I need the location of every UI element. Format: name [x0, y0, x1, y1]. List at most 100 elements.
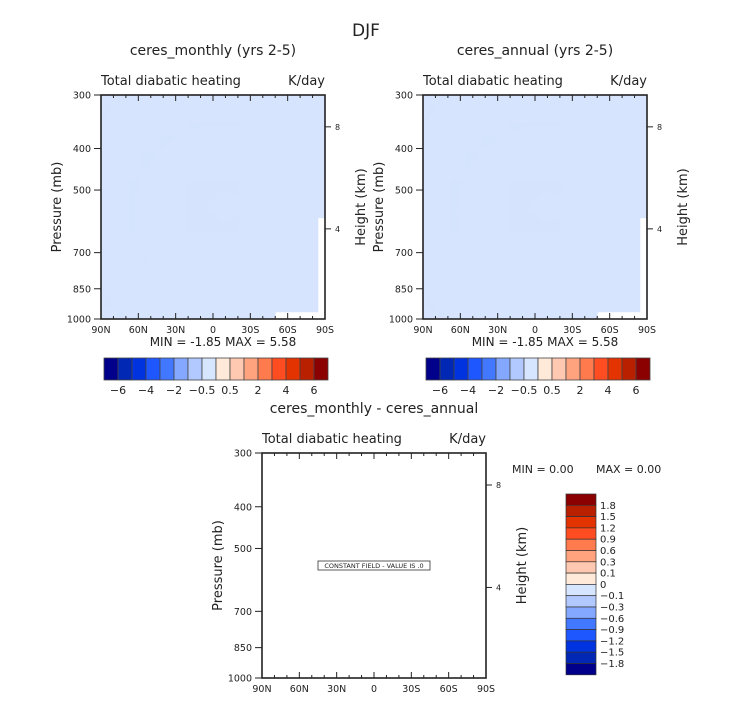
y-tick-label: 300	[234, 449, 252, 460]
colorbar-box	[215, 357, 231, 381]
y-right-axis-label: Height (km)	[515, 527, 530, 604]
colorbar-label: 0.5	[221, 384, 239, 397]
missing-data-region	[318, 218, 325, 319]
constant-field-label: CONSTANT FIELD - VALUE IS .0	[324, 562, 423, 570]
missing-data-region	[640, 218, 647, 319]
colorbar-label: −1.2	[600, 636, 624, 647]
contour-region	[177, 166, 187, 252]
figure-title: DJF	[352, 21, 380, 41]
colorbar-box	[565, 629, 597, 642]
contour-region	[213, 99, 229, 207]
colorbar-box	[257, 357, 273, 381]
panel-title: ceres_annual (yrs 2-5)	[457, 43, 613, 59]
contour-region	[568, 207, 585, 270]
y-tick-label: 400	[395, 144, 413, 155]
x-tick-label: 30N	[166, 325, 185, 336]
x-tick-label: 30N	[488, 325, 507, 336]
colorbar-box	[565, 595, 597, 608]
y-tick-label: 400	[234, 502, 252, 513]
y-right-tick-label: 4	[496, 583, 501, 592]
colorbar-box	[565, 493, 597, 506]
contour-field	[423, 95, 647, 319]
colorbar-label: −6	[432, 384, 448, 397]
missing-data-region	[275, 312, 321, 319]
colorbar-box	[117, 357, 133, 381]
colorbar-label: −2	[488, 384, 504, 397]
contour-region	[127, 95, 269, 319]
colorbar-label: 0.3	[600, 557, 616, 568]
colorbar-box	[187, 357, 203, 381]
y-axis-label: Pressure (mb)	[50, 162, 65, 253]
colorbar-box	[565, 572, 597, 585]
missing-data-region	[597, 312, 643, 319]
x-tick-label: 30S	[563, 325, 581, 336]
colorbar-label: 6	[311, 384, 318, 397]
min-max-stats: MIN = -1.85 MAX = 5.58	[150, 335, 297, 349]
colorbar-box	[453, 357, 469, 381]
x-tick-label: 90N	[91, 325, 110, 336]
y-axis-label: Pressure (mb)	[372, 162, 387, 253]
colorbar-box	[173, 357, 189, 381]
contour-region	[266, 95, 292, 107]
y-tick-label: 500	[395, 186, 413, 197]
contour-region	[535, 99, 551, 207]
x-tick-label: 0	[371, 684, 377, 695]
contour-region	[588, 95, 614, 107]
colorbar-box	[299, 357, 315, 381]
contour-region	[101, 95, 202, 163]
x-tick-label: 30S	[241, 325, 259, 336]
colorbar-label: −2	[166, 384, 182, 397]
y-right-tick-label: 8	[657, 123, 662, 132]
colorbar-box	[509, 357, 525, 381]
x-tick-label: 60N	[290, 684, 309, 695]
contour-field	[101, 95, 325, 319]
contour-region	[423, 153, 462, 319]
colorbar-label: −0.5	[511, 384, 538, 397]
constant-field-box	[317, 560, 431, 571]
y-right-tick-label: 4	[657, 225, 662, 234]
subtitle-right: K/day	[449, 432, 486, 447]
colorbar-box	[537, 357, 553, 381]
subtitle-left: Total diabatic heating	[100, 74, 241, 89]
contour-region	[145, 280, 175, 319]
y-right-axis-label: Height (km)	[676, 168, 691, 245]
x-tick-label: 90S	[477, 684, 495, 695]
colorbar-box	[565, 640, 597, 653]
min-stat: MIN = 0.00	[512, 463, 574, 476]
contour-region	[613, 112, 625, 158]
contour-region	[613, 207, 630, 286]
colorbar-label: 0.1	[600, 569, 616, 580]
x-tick-label: 60S	[279, 325, 297, 336]
subtitle-left: Total diabatic heating	[422, 74, 563, 89]
colorbar-box	[621, 357, 637, 381]
y-tick-label: 850	[73, 284, 91, 295]
colorbar-label: 0	[600, 580, 606, 591]
y-right-tick-label: 8	[335, 123, 340, 132]
y-tick-label: 700	[395, 248, 413, 259]
contour-region	[271, 173, 278, 207]
colorbar-box	[565, 538, 597, 551]
y-tick-label: 1000	[67, 315, 91, 326]
contour-layers	[101, 95, 325, 319]
contour-region	[291, 112, 303, 158]
colorbar-box	[551, 357, 567, 381]
x-tick-label: 90S	[316, 325, 334, 336]
colorbar-label: −1.8	[600, 659, 624, 670]
colorbar-box	[439, 357, 455, 381]
colorbar-box	[243, 357, 259, 381]
contour-region	[101, 153, 140, 319]
colorbar-box	[313, 357, 329, 381]
x-tick-label: 60N	[129, 325, 148, 336]
contour-region	[449, 95, 591, 319]
min-max-stats: MIN = -1.85 MAX = 5.58	[472, 335, 619, 349]
colorbar-label: 2	[255, 384, 262, 397]
x-tick-label: 60S	[440, 684, 458, 695]
colorbar-label: −0.9	[600, 625, 624, 636]
y-tick-label: 500	[234, 544, 252, 555]
colorbar-box	[593, 357, 609, 381]
colorbar-box	[565, 651, 597, 664]
subtitle-right: K/day	[288, 74, 325, 89]
colorbar-box	[229, 357, 245, 381]
x-tick-label: 90S	[638, 325, 656, 336]
x-tick-label: 30S	[402, 684, 420, 695]
